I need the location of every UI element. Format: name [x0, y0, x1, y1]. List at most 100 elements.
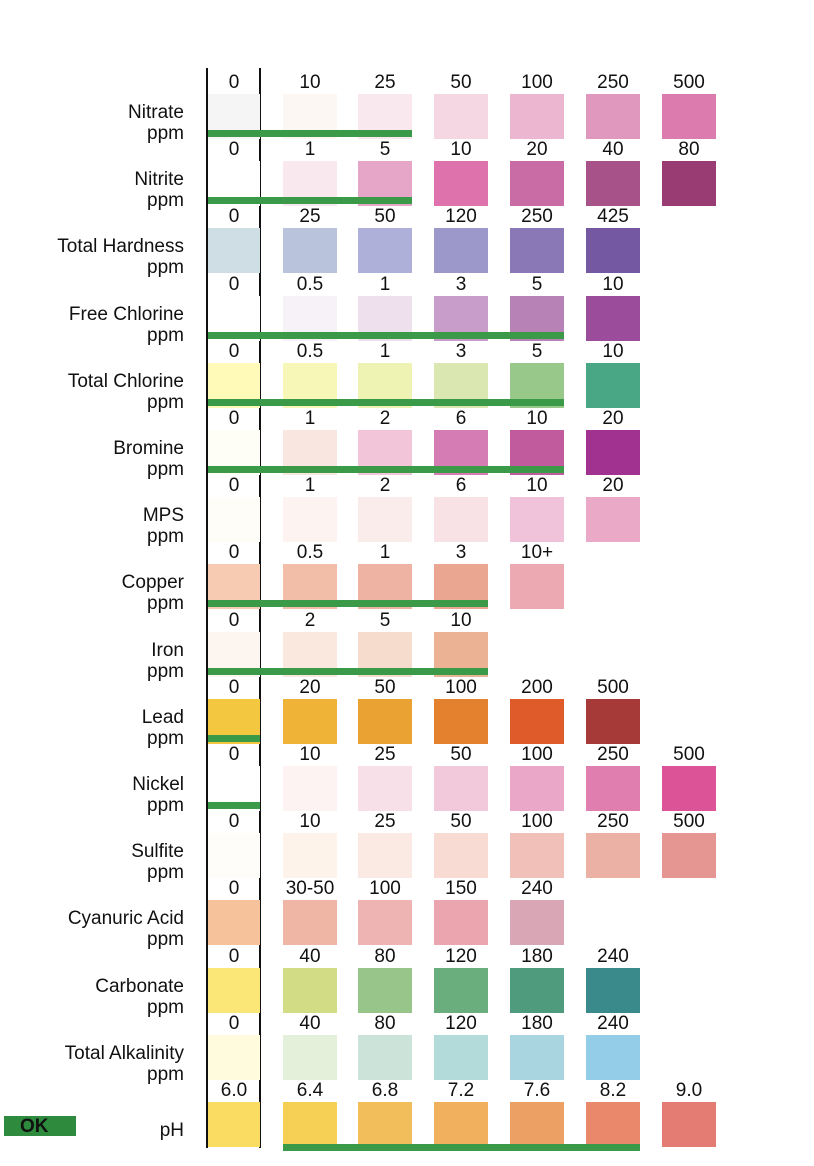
analyte-name: MPS — [142, 505, 184, 527]
analyte-row: Total Alkalinity ppm 0 40 80 120 180 240 — [0, 1013, 814, 1088]
reference-value: 500 — [673, 811, 705, 833]
safe-range-bar — [283, 1144, 640, 1151]
reference-value: 50 — [450, 72, 472, 93]
reference-value: 1 — [304, 139, 316, 161]
color-swatch — [434, 94, 488, 139]
reference-value: 10 — [299, 72, 321, 93]
reference-value: 100 — [521, 72, 553, 93]
analyte-label: pH — [0, 1120, 184, 1141]
reference-value: 9.0 — [675, 1080, 703, 1101]
color-swatch — [586, 362, 640, 408]
reference-value: 80 — [678, 139, 700, 161]
analyte-label: Nitrite ppm — [0, 169, 184, 211]
analyte-label: Lead ppm — [0, 707, 184, 749]
safe-range-bar — [208, 331, 564, 339]
color-swatch — [283, 967, 337, 1013]
analyte-row: Iron ppm 0 2 5 10 — [0, 610, 814, 685]
reference-value: 25 — [299, 206, 321, 228]
analyte-unit: ppm — [147, 324, 184, 346]
analyte-label: Total Hardness ppm — [0, 236, 184, 278]
analyte-unit: ppm — [147, 862, 184, 884]
color-swatch — [208, 833, 260, 879]
reference-value: 6.0 — [220, 1080, 248, 1101]
color-swatch — [358, 497, 412, 543]
analyte-row: Nickel ppm 0 10 25 50 100 250 500 — [0, 745, 814, 819]
analyte-label: Total Alkalinity ppm — [0, 1043, 184, 1085]
analyte-row: pH 6.0 6.4 6.8 7.2 7.6 8.2 9.0 — [0, 1081, 814, 1155]
reference-value: 0 — [228, 945, 240, 967]
reference-value: 240 — [597, 945, 629, 967]
reference-value: 100 — [445, 676, 477, 698]
color-swatch — [358, 766, 412, 811]
safe-range-bar — [208, 197, 412, 205]
reference-value: 250 — [597, 811, 629, 833]
color-swatch — [662, 766, 716, 811]
color-swatch — [283, 497, 337, 543]
color-swatch — [510, 833, 564, 879]
color-swatch — [208, 1034, 260, 1080]
reference-value: 1 — [304, 408, 316, 429]
reference-value: 7.6 — [523, 1080, 551, 1101]
analyte-label: Free Chlorine ppm — [0, 304, 184, 346]
analyte-row: Nitrite ppm 0 1 5 10 20 40 80 — [0, 140, 814, 214]
reference-value: 500 — [673, 744, 705, 765]
analyte-name: Lead — [141, 706, 184, 728]
color-swatch — [208, 900, 260, 946]
analyte-name: Total Chlorine — [67, 370, 184, 392]
analyte-label: Bromine ppm — [0, 438, 184, 480]
safe-range-bar — [208, 130, 412, 137]
color-swatch — [434, 900, 488, 946]
reference-value: 5 — [531, 340, 543, 362]
color-swatch — [434, 228, 488, 274]
reference-value: 20 — [602, 475, 624, 497]
color-swatch — [208, 967, 260, 1013]
reference-value: 1 — [379, 273, 391, 295]
analyte-unit: ppm — [147, 1063, 184, 1085]
color-swatch — [358, 967, 412, 1013]
analyte-name: Total Hardness — [57, 236, 184, 258]
reference-value: 10 — [526, 475, 548, 497]
color-swatch — [586, 295, 640, 341]
analyte-row: Copper ppm 0 0.5 1 3 10+ — [0, 543, 814, 617]
color-swatch — [662, 833, 716, 879]
reference-value: 100 — [521, 811, 553, 833]
reference-value: 30-50 — [285, 878, 335, 900]
color-swatch — [510, 766, 564, 811]
reference-value: 2 — [379, 408, 391, 429]
color-swatch — [510, 1034, 564, 1080]
reference-value: 3 — [455, 542, 467, 564]
analyte-label: Nickel ppm — [0, 774, 184, 816]
reference-value: 8.2 — [599, 1080, 627, 1101]
analyte-name: Nickel — [132, 774, 184, 795]
analyte-name: Carbonate — [95, 975, 184, 997]
reference-value: 6 — [455, 408, 467, 429]
reference-value: 25 — [374, 744, 396, 765]
analyte-name: Nitrite — [134, 169, 184, 191]
analyte-name: Bromine — [113, 438, 184, 459]
reference-value: 0.5 — [296, 340, 324, 362]
color-swatch — [358, 698, 412, 744]
reference-value: 80 — [374, 945, 396, 967]
reference-value: 5 — [379, 139, 391, 161]
reference-value: 10+ — [520, 542, 554, 564]
color-swatch — [283, 1102, 337, 1147]
reference-value: 500 — [597, 676, 629, 698]
reference-value: 0 — [228, 475, 240, 497]
reference-value: 3 — [455, 273, 467, 295]
color-swatch — [434, 161, 488, 207]
reference-value: 0 — [228, 609, 240, 631]
reference-value: 10 — [602, 273, 624, 295]
color-swatch — [434, 1034, 488, 1080]
reference-value: 40 — [602, 139, 624, 161]
color-swatch — [586, 698, 640, 744]
reference-value: 3 — [455, 340, 467, 362]
reference-value: 0 — [228, 878, 240, 900]
reference-value: 10 — [299, 811, 321, 833]
color-swatch — [208, 497, 260, 543]
reference-value: 25 — [374, 72, 396, 93]
analyte-label: Nitrate ppm — [0, 102, 184, 144]
reference-value: 2 — [379, 475, 391, 497]
reference-value: 250 — [521, 206, 553, 228]
safe-range-bar — [208, 600, 488, 608]
color-swatch — [662, 94, 716, 139]
